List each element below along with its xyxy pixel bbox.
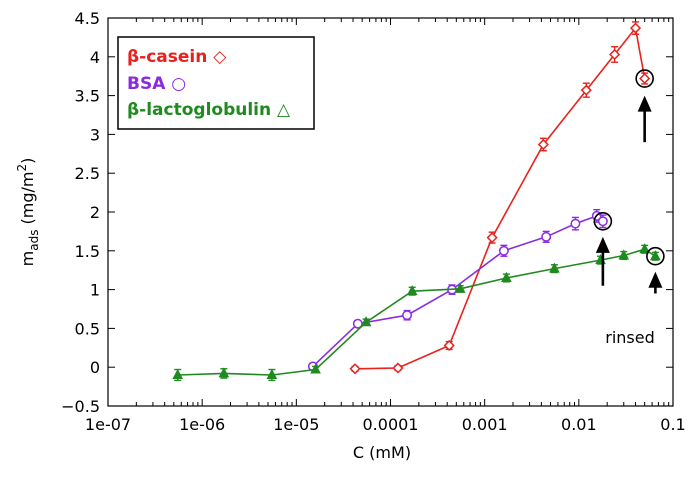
data-point <box>580 84 592 96</box>
x-tick-label: 0.0001 <box>363 415 419 434</box>
y-tick-label: −0.5 <box>61 397 100 416</box>
data-point <box>629 22 642 34</box>
legend-label-beta-lactoglobulin: β-lactoglobulin <box>127 100 271 120</box>
data-point <box>501 271 512 282</box>
data-point <box>360 316 372 327</box>
annotations <box>593 69 665 294</box>
legend-entry-beta-casein: β-casein ◇ <box>127 47 227 67</box>
data-point <box>349 363 361 375</box>
data-point <box>650 250 661 261</box>
rinsed-point-circle <box>593 212 613 231</box>
data-point <box>537 138 549 151</box>
data-point <box>406 285 418 296</box>
series-beta-lactoglobulin <box>172 243 661 382</box>
arrow-head <box>637 95 652 112</box>
y-tick-label: 3 <box>90 125 100 144</box>
data-point <box>172 368 184 379</box>
y-axis-title: mads (mg/m2) <box>15 158 41 267</box>
x-tick-label: 0.001 <box>462 415 508 434</box>
legend-symbol-beta-lactoglobulin: △ <box>277 100 291 120</box>
y-tick-label: 1 <box>90 281 100 300</box>
rinsed-point-circle <box>646 246 665 266</box>
data-point <box>443 339 455 352</box>
series-beta-casein <box>349 21 651 375</box>
rinsed-point-circle <box>635 69 654 88</box>
data-point <box>639 72 651 85</box>
data-point <box>549 262 560 273</box>
data-point <box>218 367 230 378</box>
y-axis-title-unit: (mg/m <box>18 172 37 230</box>
x-tick-label: 0.01 <box>561 415 597 434</box>
data-point <box>597 216 608 227</box>
y-tick-label: 4.5 <box>75 9 100 28</box>
data-point <box>454 282 466 293</box>
data-point <box>266 368 278 379</box>
y-axis: −0.5 0 0.5 1 1.5 2 2.5 3 3.5 4 4.5 <box>61 9 673 416</box>
data-point <box>498 245 509 256</box>
series-line-beta-lactoglobulin <box>177 248 656 376</box>
y-tick-label: 2.5 <box>75 164 100 183</box>
y-axis-title-sub: ads <box>27 230 41 251</box>
y-tick-label: 3.5 <box>75 87 100 106</box>
legend-label-beta-casein: β-casein <box>127 47 207 67</box>
y-tick-label: 0 <box>90 358 100 377</box>
data-point <box>618 249 630 260</box>
data-point <box>541 231 552 242</box>
y-tick-label: 1.5 <box>75 242 100 261</box>
data-point <box>392 362 404 374</box>
x-axis: 1e-07 1e-06 1e-05 0.0001 0.001 0.01 0.1 <box>85 18 686 434</box>
arrow-head <box>595 236 610 253</box>
data-point <box>486 232 498 244</box>
legend-label-bsa: BSA <box>127 74 166 94</box>
legend-box <box>117 36 315 130</box>
series-line-beta-casein <box>354 26 646 370</box>
y-axis-title-sup: 2 <box>15 164 29 172</box>
legend-entry-beta-lactoglobulin: β-lactoglobulin △ <box>127 100 291 120</box>
x-tick-label: 1e-05 <box>273 415 319 434</box>
data-point <box>402 310 413 321</box>
x-axis-title: C (mM) <box>353 443 411 462</box>
data-point <box>570 218 581 229</box>
data-point <box>310 363 321 374</box>
data-point <box>609 48 621 61</box>
x-tick-label: 1e-06 <box>179 415 225 434</box>
data-point <box>639 243 650 254</box>
rinsed-label: rinsed <box>605 328 655 347</box>
legend: β-casein ◇ BSA ○ β-lactoglobulin △ <box>117 36 315 130</box>
y-tick-label: 2 <box>90 203 100 222</box>
arrow-head <box>648 271 663 288</box>
legend-symbol-beta-casein: ◇ <box>213 47 227 67</box>
x-tick-label: 0.1 <box>660 415 685 434</box>
y-tick-label: 0.5 <box>75 319 100 338</box>
legend-symbol-bsa: ○ <box>171 74 186 94</box>
y-axis-title-main: m <box>18 251 37 267</box>
y-tick-label: 4 <box>90 48 100 67</box>
x-tick-label: 1e-07 <box>85 415 131 434</box>
y-axis-title-close: ) <box>18 158 37 164</box>
legend-entry-bsa: BSA ○ <box>127 74 186 94</box>
